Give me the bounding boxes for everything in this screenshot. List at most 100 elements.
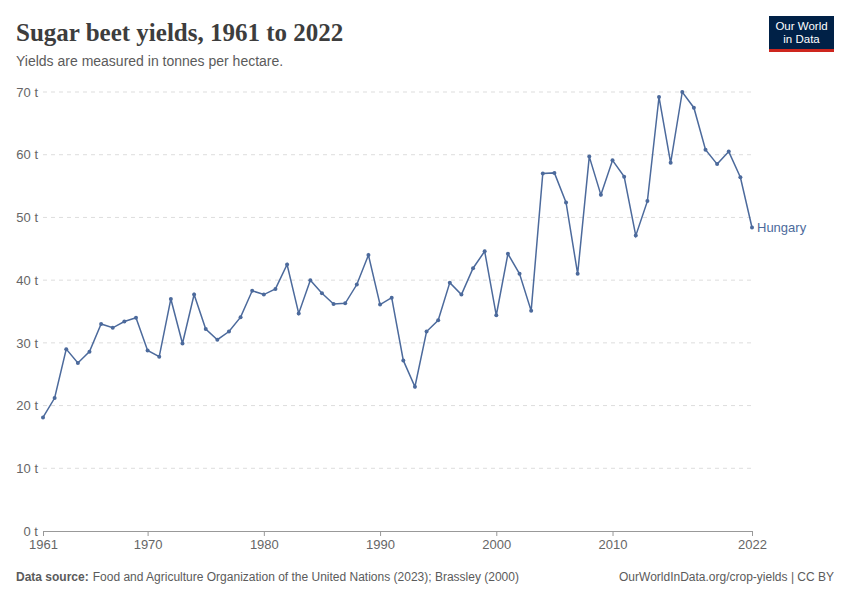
y-tick-label: 40 t [16, 273, 38, 288]
x-tick-mark [613, 531, 614, 536]
source-label: Data source: [16, 570, 89, 584]
point [53, 396, 57, 400]
point [622, 175, 626, 179]
x-tick: 1990 [366, 531, 395, 552]
logo-text: in Data [783, 33, 820, 45]
point [204, 327, 208, 331]
y-axis-line [43, 93, 44, 532]
logo: Our Worldin Data [769, 16, 834, 52]
y-tick-label: 10 t [16, 461, 38, 476]
x-tick-label: 1990 [366, 537, 395, 552]
y-tick: 10 t [16, 461, 43, 476]
y-tick: 20 t [16, 398, 43, 413]
point [169, 297, 173, 301]
x-tick-label: 2010 [599, 537, 628, 552]
point [680, 90, 684, 94]
point [494, 313, 498, 317]
grid-line [43, 217, 752, 218]
y-tick-label: 70 t [16, 85, 38, 100]
point [308, 278, 312, 282]
grid-line [43, 405, 752, 406]
point [87, 350, 91, 354]
point [366, 253, 370, 257]
y-axis: 0 t10 t20 t30 t40 t50 t60 t70 t [16, 85, 43, 539]
point [483, 249, 487, 253]
source-text: Food and Agriculture Organization of the… [93, 570, 519, 584]
grid-line [43, 154, 752, 155]
x-tick-label: 2000 [482, 537, 511, 552]
source: Data source: Food and Agriculture Organiz… [16, 570, 519, 584]
url-license: OurWorldInData.org/crop-yields | CC BY [619, 570, 834, 584]
point [227, 330, 231, 334]
point [692, 106, 696, 110]
point [134, 316, 138, 320]
logo-bar [769, 49, 834, 52]
point [64, 347, 68, 351]
point [727, 150, 731, 154]
point [750, 225, 754, 229]
y-tick: 60 t [16, 147, 43, 162]
x-tick-mark [264, 531, 265, 536]
point [378, 303, 382, 307]
point [157, 355, 161, 359]
point [273, 287, 277, 291]
point [564, 200, 568, 204]
point [448, 281, 452, 285]
point [529, 309, 533, 313]
point [715, 162, 719, 166]
point [146, 348, 150, 352]
line [43, 92, 752, 417]
x-tick-label: 1980 [250, 537, 279, 552]
point [599, 193, 603, 197]
point [41, 415, 45, 419]
point [355, 283, 359, 287]
logo-text: Our World [775, 20, 827, 32]
x-axis: 1961 1970 1980 1990 2000 2010 2022 [29, 531, 767, 552]
point [425, 330, 429, 334]
y-tick-label: 20 t [16, 398, 38, 413]
point [471, 266, 475, 270]
plot-area [41, 90, 754, 419]
x-tick-mark [380, 531, 381, 536]
y-tick: 70 t [16, 85, 43, 100]
point [76, 361, 80, 365]
x-tick-label: 1961 [29, 537, 58, 552]
y-tick: 40 t [16, 273, 43, 288]
x-tick: 1970 [134, 531, 163, 552]
point [297, 311, 301, 315]
x-tick: 2022 [738, 531, 767, 552]
x-tick: 1980 [250, 531, 279, 552]
point [634, 234, 638, 238]
point [180, 341, 184, 345]
x-tick-label: 1970 [134, 537, 163, 552]
x-tick-mark [752, 531, 753, 536]
y-tick: 30 t [16, 336, 43, 351]
point [192, 293, 196, 297]
point [413, 385, 417, 389]
subtitle: Yields are measured in tonnes per hectar… [16, 53, 283, 69]
point [518, 272, 522, 276]
point [576, 272, 580, 276]
x-tick-mark [148, 531, 149, 536]
grid-line [43, 342, 752, 343]
point [111, 326, 115, 330]
y-tick: 50 t [16, 210, 43, 225]
x-tick: 2010 [599, 531, 628, 552]
grid-line [43, 92, 752, 93]
point [552, 171, 556, 175]
chart: Sugar beet yields, 1961 to 2022Yields ar… [0, 0, 850, 600]
point [250, 289, 254, 293]
x-tick: 1961 [29, 531, 58, 552]
point [320, 291, 324, 295]
logo-box [769, 16, 834, 52]
point [122, 320, 126, 324]
point [285, 262, 289, 266]
point [541, 172, 545, 176]
x-tick-label: 2022 [738, 537, 767, 552]
point [262, 293, 266, 297]
series-label: Hungary [757, 220, 807, 235]
point [239, 315, 243, 319]
x-tick-mark [496, 531, 497, 536]
point [332, 302, 336, 306]
point [657, 95, 661, 99]
